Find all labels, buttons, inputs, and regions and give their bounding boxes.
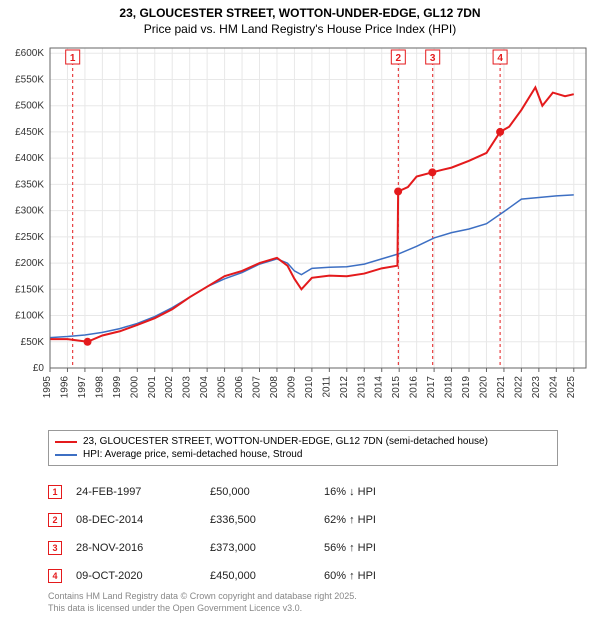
legend-item: 23, GLOUCESTER STREET, WOTTON-UNDER-EDGE… bbox=[55, 435, 551, 448]
event-marker-box: 2 bbox=[48, 513, 62, 527]
svg-text:1996: 1996 bbox=[59, 376, 70, 399]
svg-text:£250K: £250K bbox=[15, 232, 44, 243]
event-row: 4 09-OCT-2020 £450,000 60% ↑ HPI bbox=[48, 562, 558, 590]
event-delta: 56% ↑ HPI bbox=[324, 542, 444, 554]
event-table: 1 24-FEB-1997 £50,000 16% ↓ HPI 2 08-DEC… bbox=[48, 478, 558, 590]
svg-text:2012: 2012 bbox=[339, 376, 350, 399]
event-marker-box: 1 bbox=[48, 485, 62, 499]
footer-line-2: This data is licensed under the Open Gov… bbox=[48, 602, 357, 614]
event-price: £336,500 bbox=[210, 514, 310, 526]
event-row: 1 24-FEB-1997 £50,000 16% ↓ HPI bbox=[48, 478, 558, 506]
svg-text:2025: 2025 bbox=[566, 376, 577, 399]
svg-text:£350K: £350K bbox=[15, 179, 44, 190]
svg-text:1995: 1995 bbox=[42, 376, 53, 399]
svg-text:2002: 2002 bbox=[164, 376, 175, 399]
svg-text:2010: 2010 bbox=[304, 376, 315, 399]
svg-text:2001: 2001 bbox=[147, 376, 158, 399]
svg-text:£450K: £450K bbox=[15, 127, 44, 138]
chart-container: £0 £50K £100K £150K £200K £250K £300K £350K £400… bbox=[0, 40, 600, 420]
event-price: £50,000 bbox=[210, 486, 310, 498]
svg-text:2020: 2020 bbox=[478, 376, 489, 399]
event-marker-num: 4 bbox=[52, 571, 57, 581]
event-marker-num: 2 bbox=[52, 515, 57, 525]
svg-text:£0: £0 bbox=[33, 363, 45, 374]
svg-text:£600K: £600K bbox=[15, 48, 44, 59]
svg-text:£50K: £50K bbox=[21, 337, 45, 348]
event-date: 24-FEB-1997 bbox=[76, 486, 196, 498]
svg-text:£200K: £200K bbox=[15, 258, 44, 269]
svg-text:2003: 2003 bbox=[182, 376, 193, 399]
svg-text:£150K: £150K bbox=[15, 284, 44, 295]
title-line-1: 23, GLOUCESTER STREET, WOTTON-UNDER-EDGE… bbox=[0, 6, 600, 20]
svg-text:2009: 2009 bbox=[286, 376, 297, 399]
legend: 23, GLOUCESTER STREET, WOTTON-UNDER-EDGE… bbox=[48, 430, 558, 466]
svg-text:£500K: £500K bbox=[15, 101, 44, 112]
svg-text:2011: 2011 bbox=[321, 376, 332, 398]
event-date: 28-NOV-2016 bbox=[76, 542, 196, 554]
svg-text:2017: 2017 bbox=[426, 376, 437, 399]
svg-text:2021: 2021 bbox=[496, 376, 507, 399]
event-marker-num: 1 bbox=[52, 487, 57, 497]
svg-text:2007: 2007 bbox=[252, 376, 263, 399]
svg-text:2008: 2008 bbox=[269, 376, 280, 399]
footer-attribution: Contains HM Land Registry data © Crown c… bbox=[48, 590, 357, 614]
event-delta: 60% ↑ HPI bbox=[324, 570, 444, 582]
svg-text:£100K: £100K bbox=[15, 311, 44, 322]
svg-text:2015: 2015 bbox=[391, 376, 402, 399]
svg-text:2024: 2024 bbox=[548, 376, 559, 399]
footer-line-1: Contains HM Land Registry data © Crown c… bbox=[48, 590, 357, 602]
svg-text:2005: 2005 bbox=[217, 376, 228, 399]
legend-label: HPI: Average price, semi-detached house,… bbox=[83, 449, 302, 460]
svg-text:1998: 1998 bbox=[94, 376, 105, 399]
svg-text:2016: 2016 bbox=[409, 376, 420, 399]
event-row: 2 08-DEC-2014 £336,500 62% ↑ HPI bbox=[48, 506, 558, 534]
svg-text:1: 1 bbox=[70, 53, 76, 64]
event-date: 08-DEC-2014 bbox=[76, 514, 196, 526]
svg-text:2018: 2018 bbox=[444, 376, 455, 399]
event-marker-box: 3 bbox=[48, 541, 62, 555]
svg-text:2006: 2006 bbox=[234, 376, 245, 399]
legend-swatch-blue bbox=[55, 454, 77, 456]
event-price: £450,000 bbox=[210, 570, 310, 582]
legend-item: HPI: Average price, semi-detached house,… bbox=[55, 448, 551, 461]
svg-text:2004: 2004 bbox=[199, 376, 210, 399]
svg-text:2000: 2000 bbox=[129, 376, 140, 399]
svg-text:£400K: £400K bbox=[15, 153, 44, 164]
event-price: £373,000 bbox=[210, 542, 310, 554]
svg-text:3: 3 bbox=[430, 53, 436, 64]
legend-label: 23, GLOUCESTER STREET, WOTTON-UNDER-EDGE… bbox=[83, 436, 488, 447]
svg-text:2019: 2019 bbox=[461, 376, 472, 399]
svg-text:2022: 2022 bbox=[513, 376, 524, 399]
event-marker-box: 4 bbox=[48, 569, 62, 583]
svg-text:1999: 1999 bbox=[112, 376, 123, 399]
event-row: 3 28-NOV-2016 £373,000 56% ↑ HPI bbox=[48, 534, 558, 562]
event-delta: 16% ↓ HPI bbox=[324, 486, 444, 498]
svg-text:4: 4 bbox=[497, 53, 503, 64]
line-chart: £0 £50K £100K £150K £200K £250K £300K £350K £400… bbox=[0, 40, 600, 420]
event-date: 09-OCT-2020 bbox=[76, 570, 196, 582]
title-line-2: Price paid vs. HM Land Registry's House … bbox=[0, 22, 600, 36]
event-delta: 62% ↑ HPI bbox=[324, 514, 444, 526]
svg-text:£300K: £300K bbox=[15, 206, 44, 217]
svg-text:2023: 2023 bbox=[531, 376, 542, 399]
svg-text:2: 2 bbox=[396, 53, 402, 64]
svg-text:2013: 2013 bbox=[356, 376, 367, 399]
svg-text:2014: 2014 bbox=[374, 376, 385, 399]
svg-text:1997: 1997 bbox=[77, 376, 88, 399]
legend-swatch-red bbox=[55, 441, 77, 443]
svg-text:£550K: £550K bbox=[15, 74, 44, 85]
chart-title-block: 23, GLOUCESTER STREET, WOTTON-UNDER-EDGE… bbox=[0, 0, 600, 36]
event-marker-num: 3 bbox=[52, 543, 57, 553]
